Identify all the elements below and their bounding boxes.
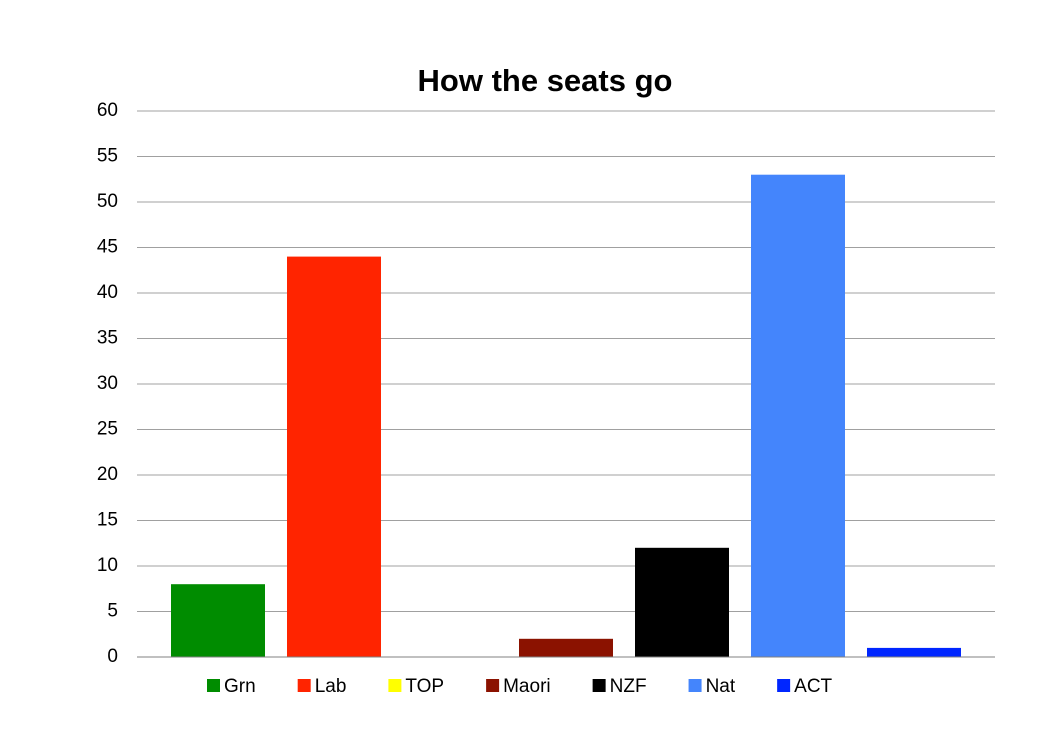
- legend-swatch: [207, 679, 220, 692]
- bar: [751, 174, 845, 657]
- y-tick-label: 40: [97, 282, 118, 303]
- legend-swatch: [388, 679, 402, 692]
- y-tick-label: 5: [107, 601, 118, 622]
- legend-label: Grn: [224, 676, 256, 697]
- legend-label: NZF: [610, 676, 647, 697]
- y-tick-label: 55: [97, 146, 118, 167]
- chart-title: How the seats go: [418, 63, 673, 98]
- y-tick-label: 20: [97, 464, 118, 485]
- legend-label: ACT: [794, 676, 832, 697]
- y-tick-label: 60: [97, 100, 118, 121]
- bar: [635, 547, 729, 657]
- bar: [287, 256, 381, 657]
- legend-label: Nat: [706, 676, 736, 697]
- y-tick-label: 15: [97, 510, 118, 531]
- y-tick-label: 30: [97, 373, 118, 394]
- legend-label: Maori: [503, 676, 551, 697]
- y-tick-label: 25: [97, 419, 118, 440]
- y-tick-label: 10: [97, 555, 118, 576]
- bar: [519, 638, 613, 657]
- y-tick-label: 0: [107, 646, 118, 667]
- y-tick-label: 50: [97, 191, 118, 212]
- bar: [867, 647, 961, 657]
- y-tick-label: 45: [97, 237, 118, 258]
- y-tick-label: 35: [97, 328, 118, 349]
- legend-swatch: [592, 679, 606, 692]
- legend-label: TOP: [405, 676, 444, 697]
- legend-swatch: [688, 679, 702, 692]
- legend-swatch: [297, 679, 311, 692]
- bar: [171, 584, 265, 657]
- legend-swatch: [486, 679, 500, 692]
- legend-label: Lab: [315, 676, 347, 697]
- legend-swatch: [777, 679, 791, 692]
